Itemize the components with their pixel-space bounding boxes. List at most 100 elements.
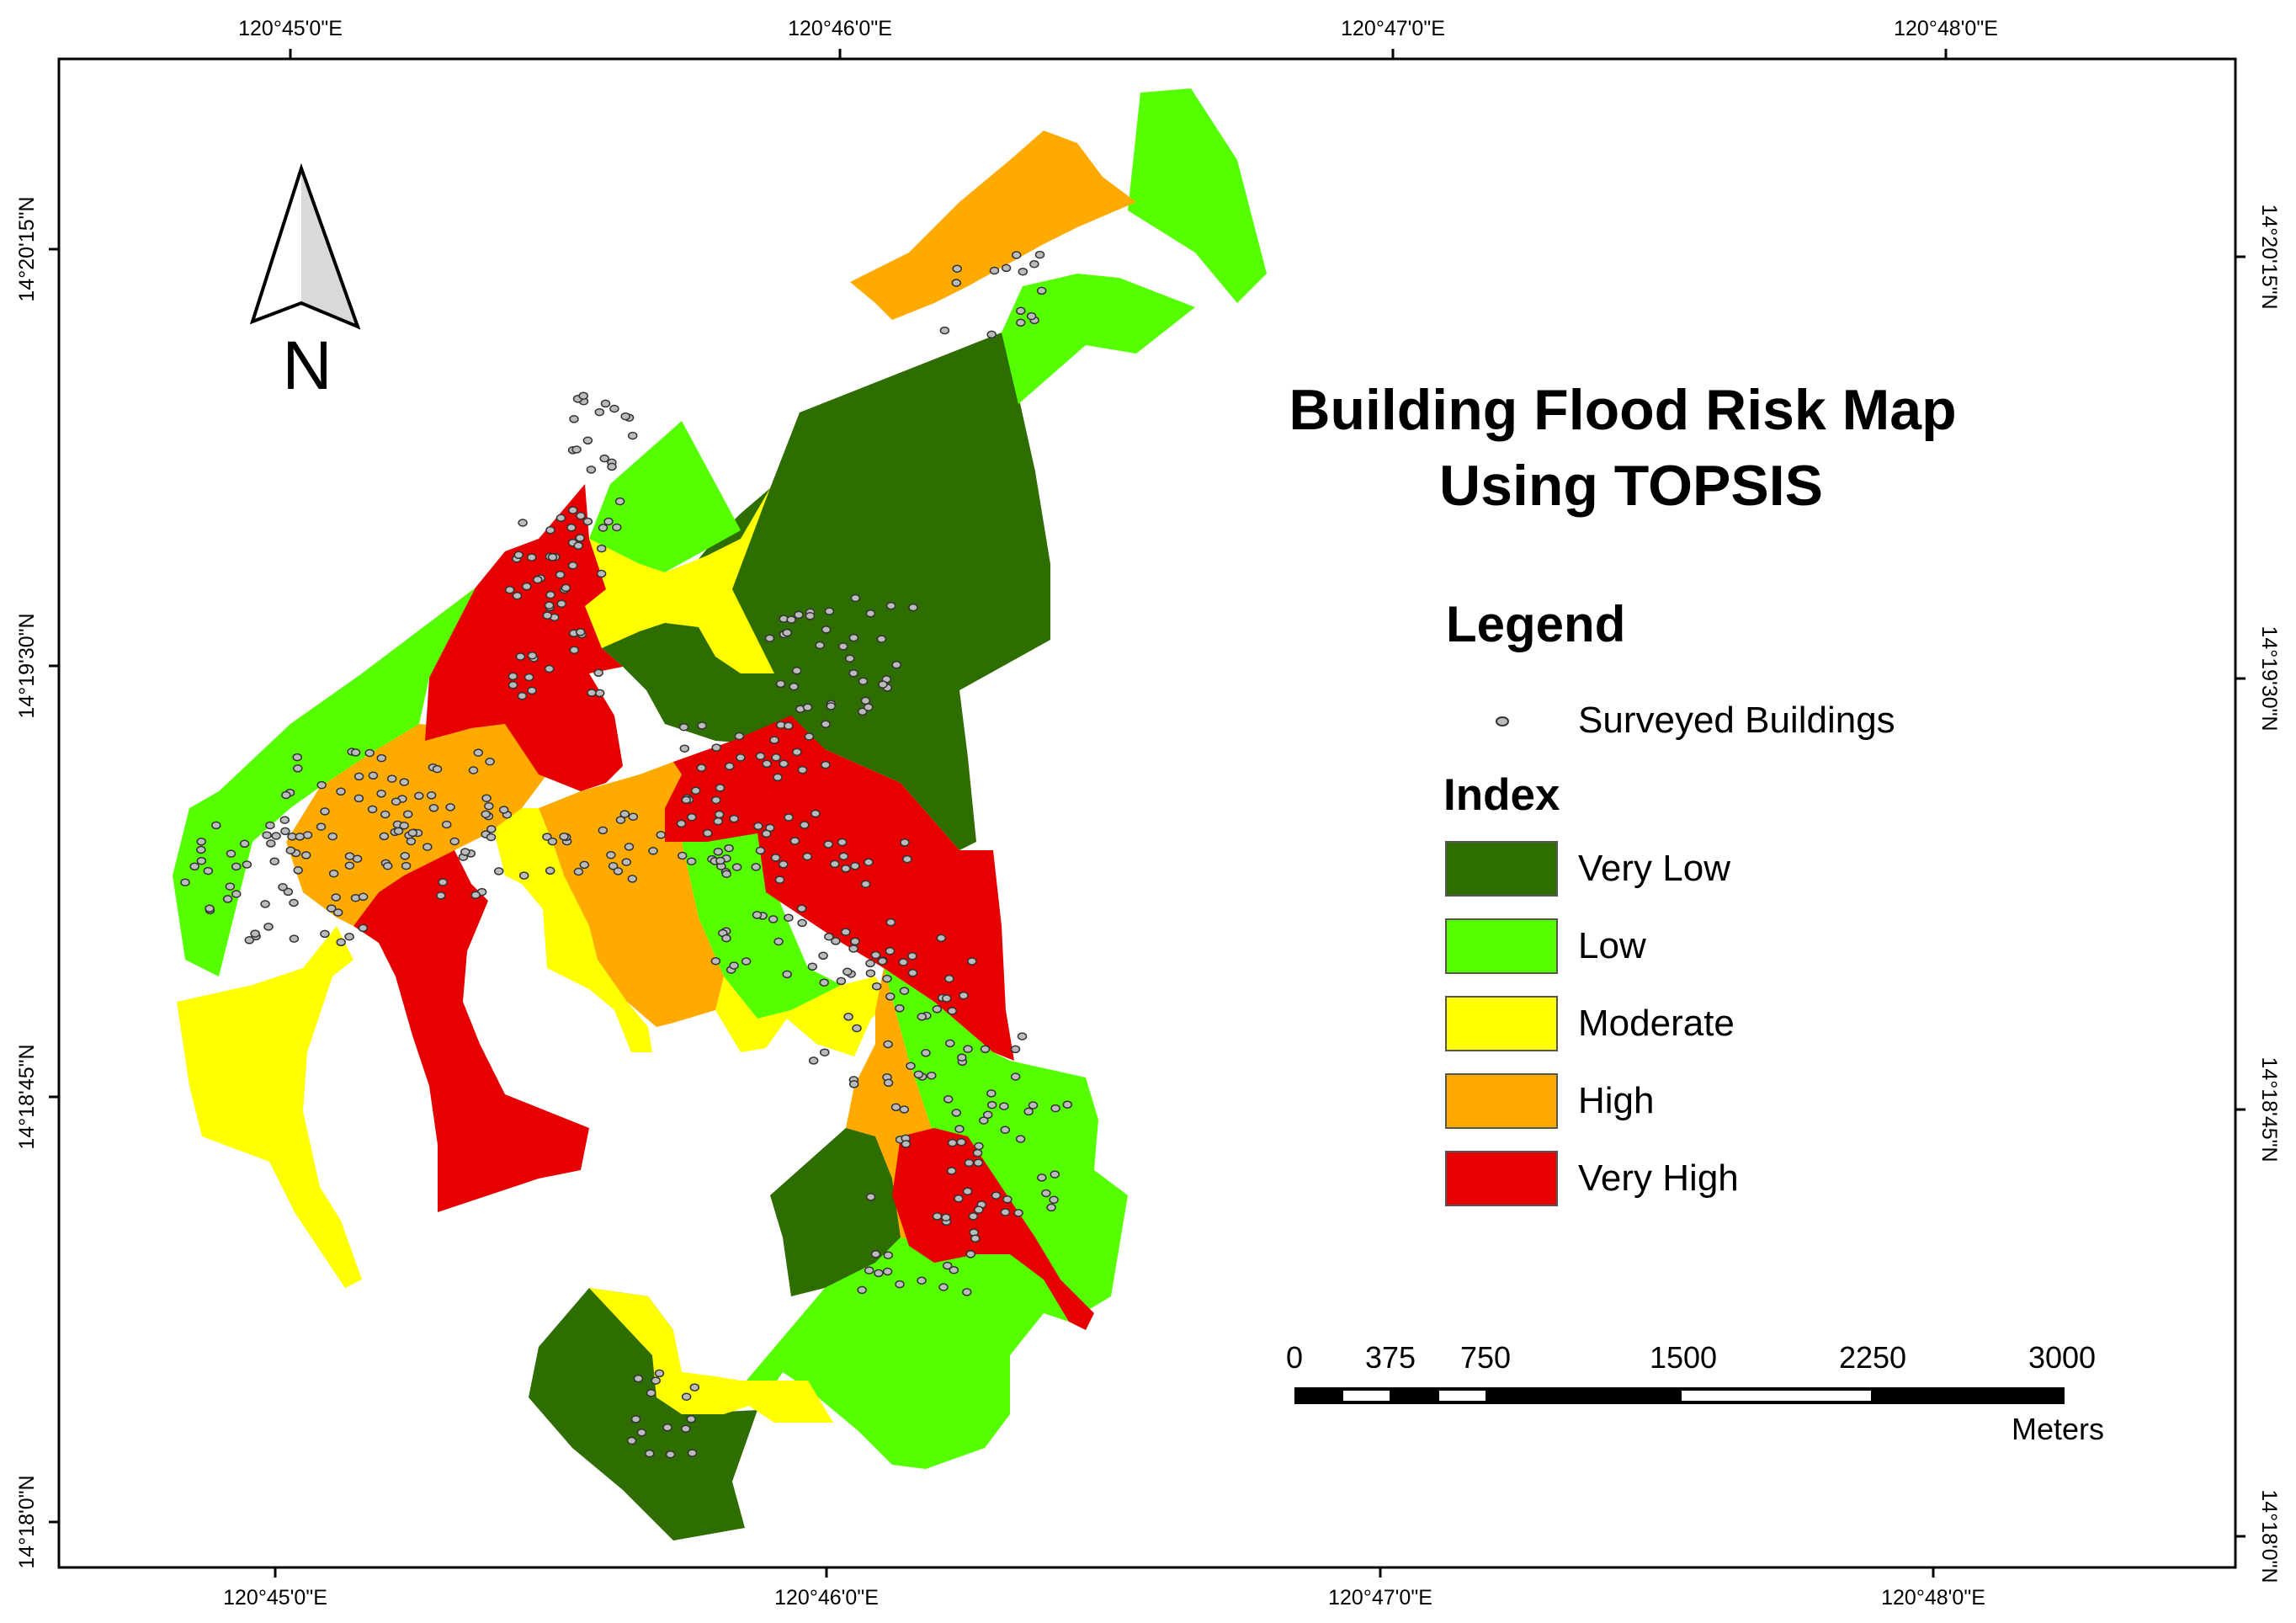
- building-point: [1013, 1209, 1023, 1217]
- building-point: [196, 856, 207, 865]
- building-point: [633, 1374, 644, 1383]
- map-title-line-2: Using TOPSIS: [1439, 454, 1823, 518]
- building-point: [379, 832, 390, 841]
- north-arrow-shade-icon: [301, 168, 358, 327]
- building-point: [527, 686, 537, 695]
- building-point: [527, 651, 538, 660]
- building-point: [196, 845, 206, 854]
- building-point: [598, 524, 609, 532]
- lat-label-left-1: 14°20'15"N: [15, 196, 39, 301]
- building-point: [578, 391, 588, 400]
- building-point: [848, 1080, 859, 1088]
- building-point: [890, 1103, 901, 1112]
- scale-label-1500: 1500: [1650, 1340, 1717, 1375]
- building-point: [646, 1388, 656, 1397]
- lon-label-top-3: 120°47'0"E: [1341, 17, 1445, 40]
- building-point: [598, 826, 609, 835]
- building-point: [797, 765, 808, 774]
- building-point: [677, 851, 688, 860]
- building-point: [784, 913, 794, 922]
- building-point: [870, 1250, 881, 1258]
- zone-low-ne2: [1002, 274, 1195, 404]
- building-point: [645, 1449, 655, 1458]
- building-point: [399, 778, 410, 786]
- building-point: [544, 664, 555, 673]
- building-point: [1023, 1107, 1034, 1116]
- building-point: [594, 407, 605, 417]
- building-point: [848, 945, 858, 953]
- building-point: [205, 904, 215, 913]
- building-point: [864, 858, 874, 866]
- building-point: [608, 862, 619, 870]
- building-point: [239, 839, 250, 849]
- building-point: [287, 833, 297, 841]
- building-point: [721, 934, 731, 943]
- building-point: [599, 454, 609, 463]
- building-point: [376, 790, 386, 798]
- building-point: [786, 615, 796, 624]
- building-point: [582, 436, 593, 445]
- building-point: [882, 1267, 893, 1276]
- building-point: [242, 860, 252, 869]
- scale-label-750: 750: [1460, 1340, 1511, 1375]
- building-point: [1041, 1189, 1051, 1198]
- building-point: [513, 551, 524, 560]
- building-point: [344, 861, 355, 870]
- building-point: [882, 974, 892, 983]
- building-point: [302, 831, 313, 839]
- building-point: [1028, 1101, 1039, 1109]
- building-point: [724, 843, 734, 853]
- zone-moderate-sw: [177, 926, 362, 1288]
- lon-label-bottom-1: 120°45'0"E: [223, 1586, 327, 1610]
- building-point: [522, 582, 532, 591]
- building-point: [517, 692, 528, 700]
- building-point: [965, 1250, 976, 1258]
- building-point: [250, 929, 260, 938]
- building-point: [681, 1392, 692, 1401]
- building-point: [508, 681, 518, 689]
- building-point: [367, 805, 378, 814]
- building-point: [774, 875, 785, 884]
- building-point: [951, 1109, 962, 1117]
- building-point: [1026, 311, 1037, 321]
- building-point: [316, 822, 327, 831]
- building-point: [991, 1191, 1002, 1200]
- building-point: [630, 1415, 641, 1423]
- building-point: [573, 867, 584, 876]
- lon-label-top-2: 120°46'0"E: [788, 17, 892, 40]
- building-point: [917, 1013, 927, 1021]
- building-point: [468, 766, 479, 774]
- building-point: [878, 680, 888, 689]
- building-point: [895, 1280, 905, 1289]
- building-point: [865, 609, 876, 618]
- building-point: [555, 514, 566, 523]
- building-point: [947, 1138, 958, 1147]
- building-point: [278, 883, 288, 891]
- building-point: [1015, 1135, 1026, 1143]
- building-point: [729, 814, 739, 823]
- building-point: [636, 1429, 647, 1437]
- scale-label-375: 375: [1365, 1340, 1416, 1375]
- building-point: [493, 867, 504, 875]
- building-point: [962, 1288, 972, 1296]
- building-point: [573, 541, 583, 551]
- building-point: [189, 862, 199, 871]
- building-point: [938, 1283, 949, 1291]
- building-point: [907, 951, 917, 960]
- building-point: [789, 837, 800, 845]
- building-point: [770, 854, 781, 862]
- building-point: [331, 893, 341, 902]
- building-point: [689, 1383, 700, 1392]
- building-point: [579, 860, 590, 870]
- north-arrow-icon: [249, 162, 361, 330]
- building-point: [779, 759, 789, 769]
- building-point: [838, 642, 848, 651]
- building-point: [850, 593, 861, 603]
- building-point-icon: [1496, 716, 1509, 726]
- building-point: [982, 1110, 993, 1120]
- building-point: [932, 1212, 943, 1221]
- building-point: [762, 759, 772, 769]
- legend: Legend Surveyed Buildings Index Very Low…: [1443, 596, 1895, 1206]
- building-point: [819, 978, 829, 987]
